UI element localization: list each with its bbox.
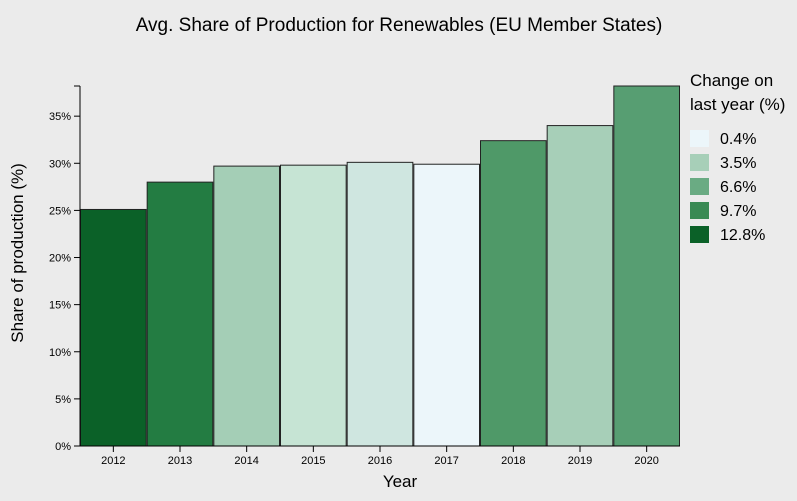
legend-swatch — [690, 178, 709, 195]
legend-item-label: 6.6% — [720, 179, 756, 196]
bar-2012 — [80, 208, 147, 447]
x-tick-label: 2015 — [301, 455, 325, 467]
y-tick-label: 5% — [55, 394, 71, 406]
y-tick-label: 35% — [49, 111, 71, 123]
y-tick-label: 0% — [55, 441, 71, 453]
y-tick-label: 15% — [49, 300, 71, 312]
x-tick-label: 2018 — [501, 455, 525, 467]
bar-2019 — [546, 125, 614, 447]
legend-item-label: 3.5% — [720, 155, 756, 172]
chart-title: Avg. Share of Production for Renewables … — [136, 15, 663, 36]
x-tick-label: 2020 — [634, 455, 658, 467]
y-tick-label: 20% — [49, 253, 71, 265]
bar-2020 — [613, 85, 680, 447]
bar-2017 — [413, 163, 481, 447]
legend-item-label: 0.4% — [720, 131, 756, 148]
x-tick-label: 2013 — [168, 455, 192, 467]
x-tick-label: 2016 — [368, 455, 392, 467]
bar-2018 — [480, 140, 547, 447]
legend-item-label: 9.7% — [720, 203, 756, 220]
legend-item-label: 12.8% — [720, 227, 765, 244]
y-axis-label: Share of production (%) — [8, 163, 27, 343]
y-tick-label: 30% — [49, 158, 71, 170]
legend-swatch — [690, 226, 709, 243]
x-tick-label: 2017 — [434, 455, 458, 467]
x-tick-label: 2014 — [234, 455, 258, 467]
bar-2015 — [280, 164, 347, 447]
x-tick-label: 2019 — [568, 455, 592, 467]
bar-2016 — [346, 161, 414, 447]
legend: Change on last year (%) 0.4% 3.5% 6.6% 9.7% 12… — [690, 71, 785, 244]
bar-2013 — [146, 181, 214, 447]
plot-area: 0% 5% 10% 15% 20% 25% 30% 35% 2012 2013 2014 2015 20… — [49, 85, 680, 467]
x-axis-label: Year — [383, 472, 418, 491]
legend-title-line: Change on — [690, 71, 773, 90]
legend-swatch — [690, 130, 709, 147]
bar-2014 — [213, 165, 280, 447]
legend-title-line: last year (%) — [690, 95, 785, 114]
y-tick-label: 25% — [49, 205, 71, 217]
legend-swatch — [690, 202, 709, 219]
y-tick-label: 10% — [49, 347, 71, 359]
x-tick-label: 2012 — [101, 455, 125, 467]
legend-swatch — [690, 154, 709, 171]
